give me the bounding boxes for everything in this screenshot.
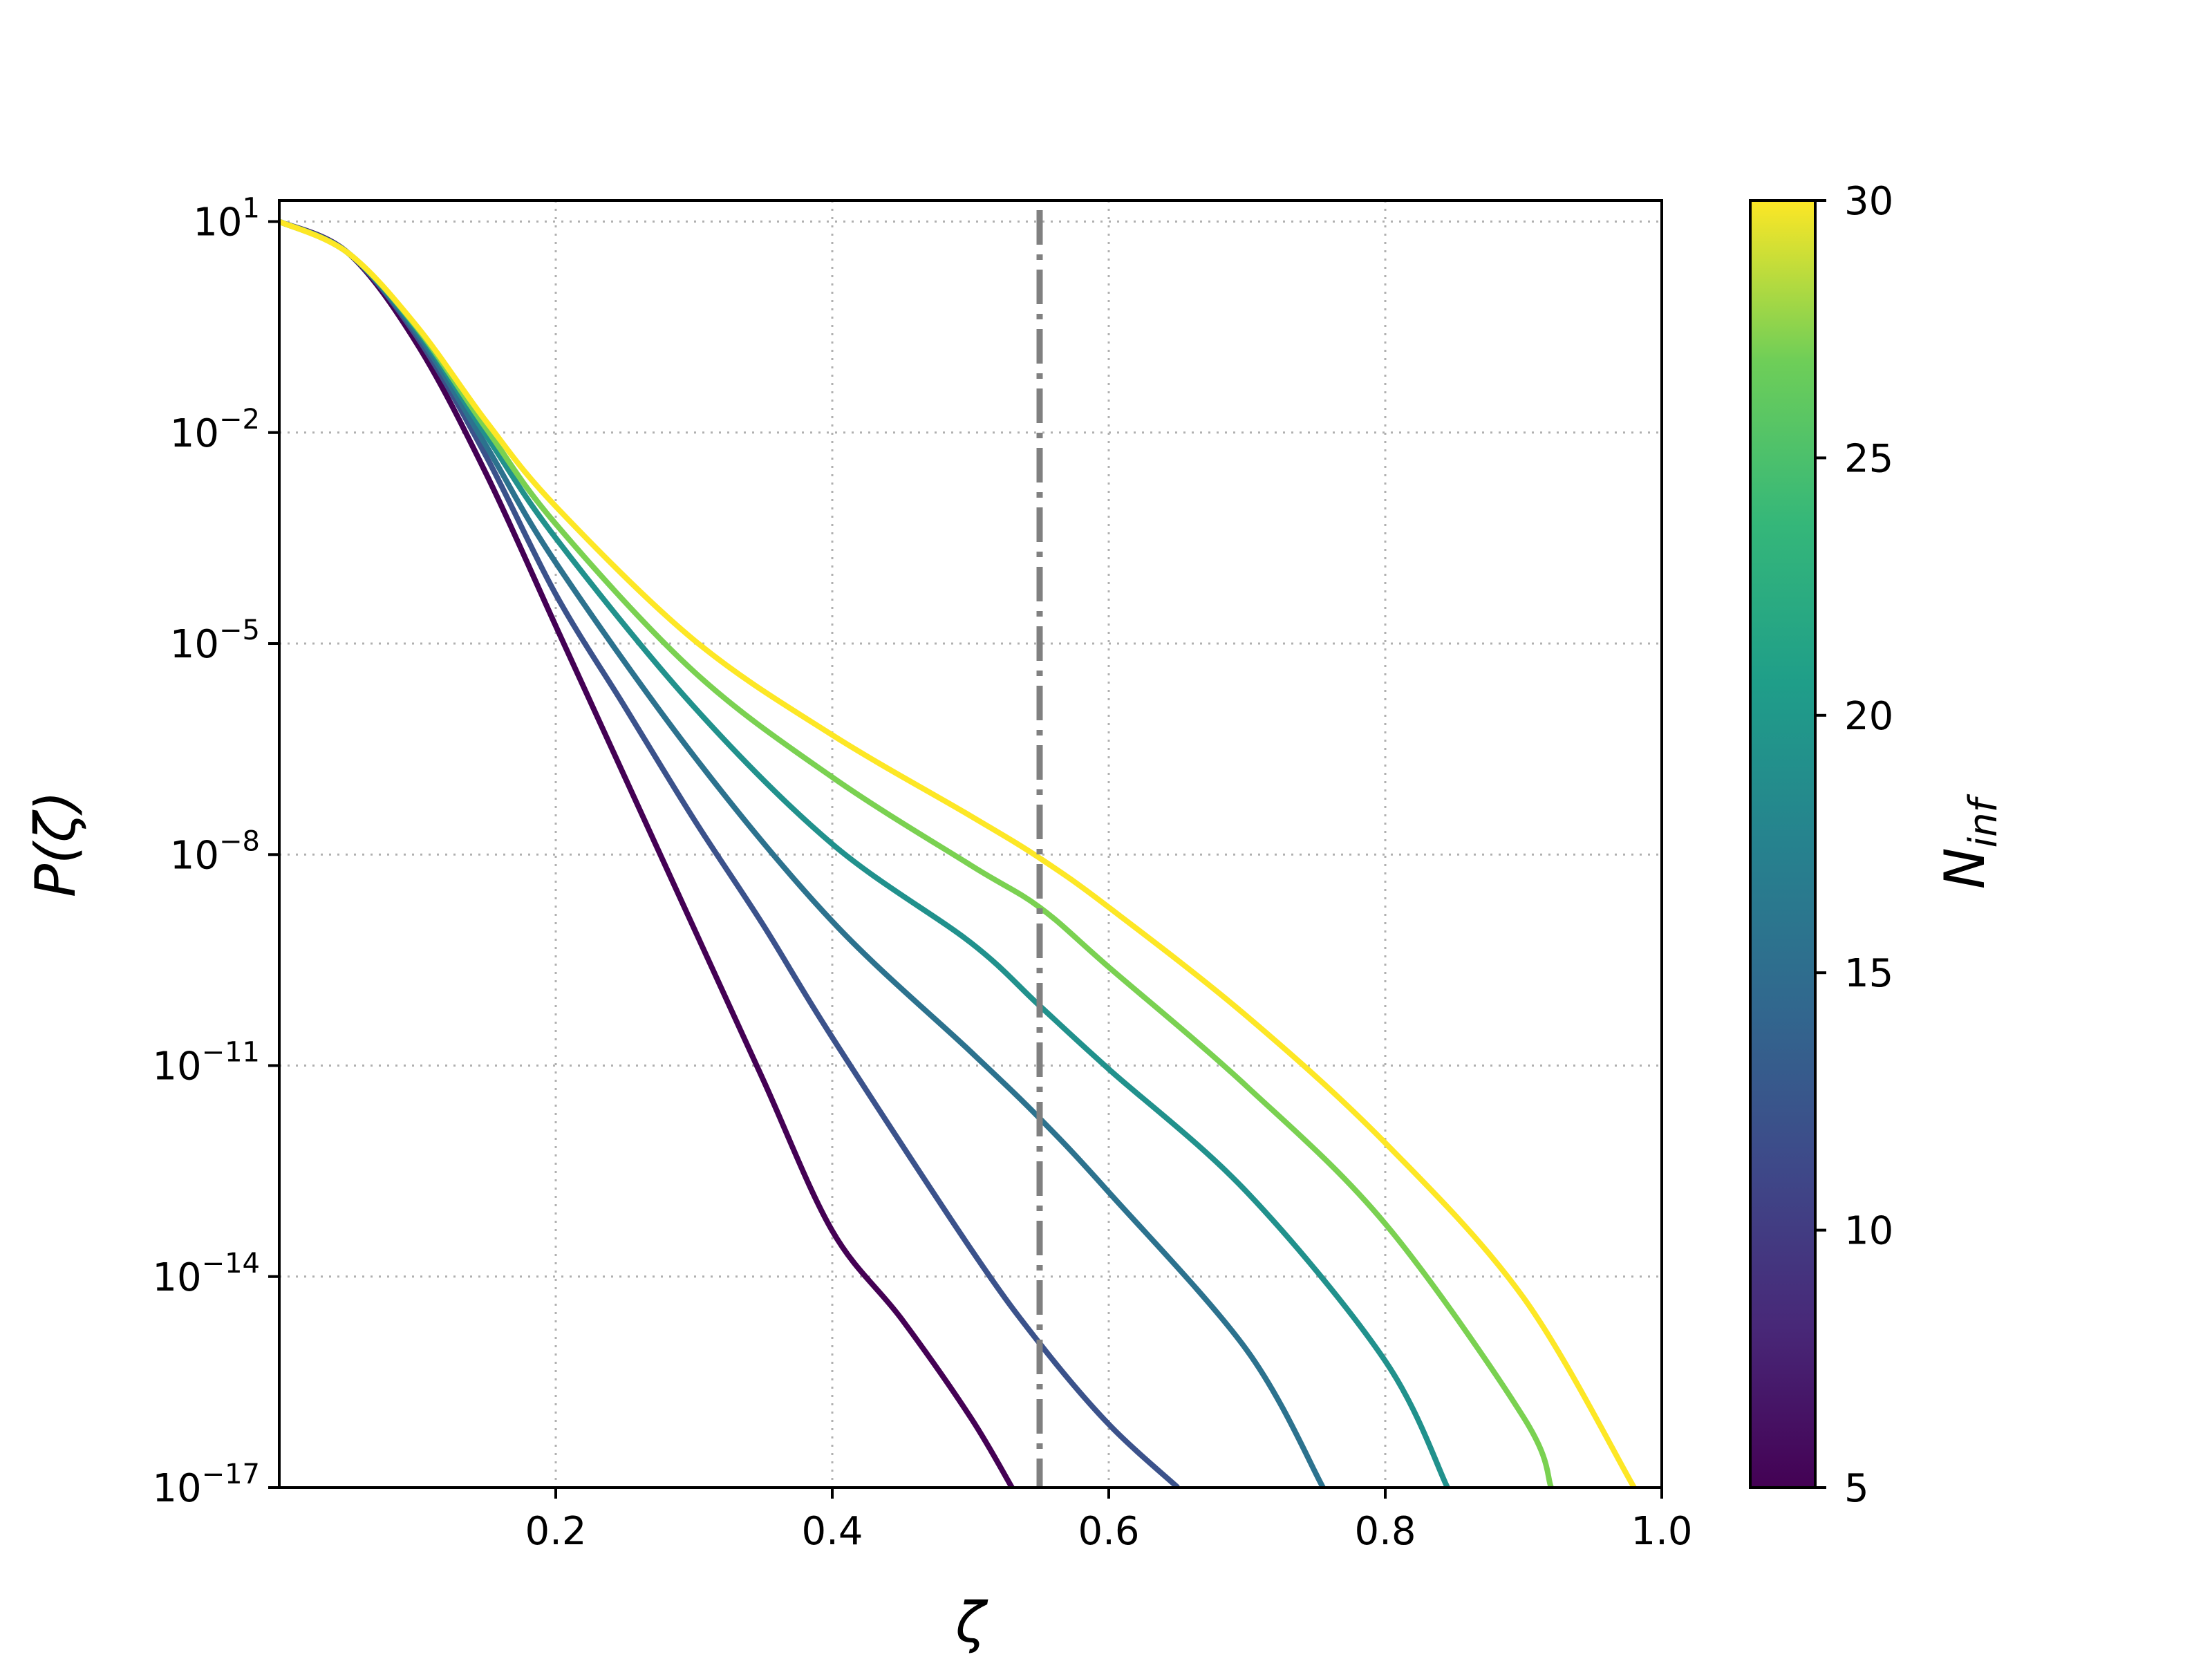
colorbar-label-main: N — [1933, 847, 1997, 889]
colorbar-tick-label: 20 — [1844, 694, 1893, 739]
colorbar-gradient — [1749, 199, 1817, 1489]
colorbar-label-subscript: inf — [1961, 794, 2006, 847]
series-lines — [279, 218, 1637, 1488]
x-tick-label: 0.8 — [1354, 1509, 1416, 1554]
colorbar-tick-label: 5 — [1844, 1466, 1869, 1511]
y-tick-label: 10−2 — [170, 404, 260, 456]
colorbar-tick-label: 15 — [1844, 951, 1893, 996]
x-tick-label: 0.6 — [1078, 1509, 1139, 1554]
colorbar-tick-label: 10 — [1844, 1209, 1893, 1254]
series-line-n-inf-30 — [279, 218, 1637, 1488]
y-tick-label: 10−17 — [152, 1459, 260, 1511]
colorbar-tick-label: 30 — [1844, 179, 1893, 224]
plot-frame — [278, 199, 1663, 1489]
colorbar-ticks: 5 10 15 20 25 30 — [1815, 179, 1893, 1511]
y-axis-ticks: 101 10−2 10−5 10−8 10−11 10−14 10−17 — [152, 193, 279, 1511]
x-axis-ticks: 0.2 0.4 0.6 0.8 1.0 — [525, 1488, 1693, 1554]
colorbar-tick-label: 25 — [1844, 436, 1893, 481]
colorbar-label: Ninf — [1933, 794, 2006, 889]
y-tick-label: 10−14 — [152, 1248, 260, 1300]
y-tick-label: 10−11 — [152, 1037, 260, 1089]
x-axis-label: ζ — [955, 1591, 988, 1655]
x-tick-label: 1.0 — [1631, 1509, 1692, 1554]
y-tick-label: 101 — [193, 193, 260, 245]
colorbar: 5 10 15 20 25 30 Ninf — [1749, 179, 2006, 1511]
x-tick-label: 0.2 — [525, 1509, 586, 1554]
y-tick-label: 10−5 — [170, 615, 260, 667]
y-axis-label: P(ζ) — [24, 791, 88, 897]
y-tick-label: 10−8 — [170, 825, 260, 878]
series-line-n-inf-5 — [279, 218, 1015, 1488]
x-tick-label: 0.4 — [801, 1509, 863, 1554]
